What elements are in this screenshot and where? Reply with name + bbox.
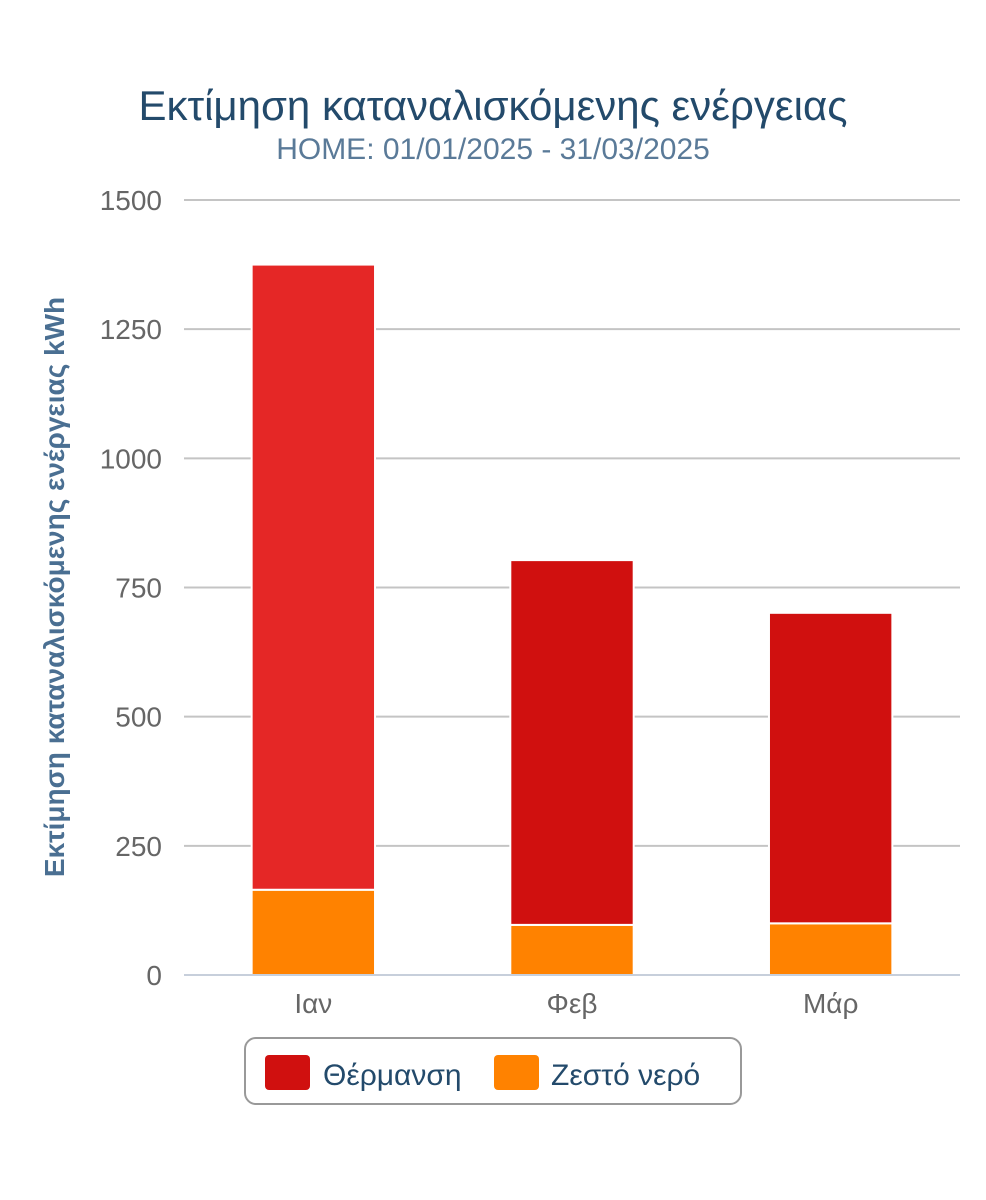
y-tick-label: 250: [115, 831, 162, 862]
y-axis-label: Εκτίμηση καταναλισκόμενης ενέργειας kWh: [39, 297, 70, 877]
y-tick-label: 1000: [100, 443, 162, 474]
legend[interactable]: Θέρμανση Ζεστό νερό: [244, 1037, 742, 1105]
y-tick-label: 1250: [100, 314, 162, 345]
x-axis-ticks: Ιαν Φεβ Μάρ: [294, 988, 858, 1019]
x-tick-label: Μάρ: [803, 988, 858, 1019]
y-tick-label: 1500: [100, 185, 162, 216]
bar-heating-3[interactable]: [767, 611, 894, 925]
x-tick-label: Ιαν: [294, 988, 332, 1019]
y-tick-label: 500: [115, 702, 162, 733]
chart-subtitle: HOME: 01/01/2025 - 31/03/2025: [276, 133, 710, 166]
bar-hot-water-1[interactable]: [250, 888, 377, 976]
y-tick-label: 0: [146, 960, 162, 991]
legend-item-heating[interactable]: Θέρμανση: [265, 1055, 462, 1092]
y-tick-label: 750: [115, 573, 162, 604]
legend-item-hot-water[interactable]: Ζεστό νερό: [494, 1055, 700, 1092]
legend-swatch-hot-water: [494, 1055, 539, 1090]
bar-hot-water-2[interactable]: [509, 923, 635, 977]
legend-label-heating: Θέρμανση: [323, 1059, 462, 1092]
legend-label-hot-water: Ζεστό νερό: [551, 1059, 700, 1092]
legend-swatch-heating: [265, 1055, 310, 1090]
bar-hot-water-3[interactable]: [767, 922, 894, 976]
bar-heating-2[interactable]: [509, 559, 635, 926]
bar-heating-1[interactable]: [250, 263, 377, 891]
x-tick-label: Φεβ: [547, 988, 598, 1019]
chart-title: Εκτίμηση καταναλισκόμενης ενέργειας: [139, 82, 848, 129]
y-axis-ticks: 0 250 500 750 1000 1250 1500: [100, 185, 162, 991]
bars: [250, 263, 894, 977]
legend-box: [244, 1037, 742, 1105]
